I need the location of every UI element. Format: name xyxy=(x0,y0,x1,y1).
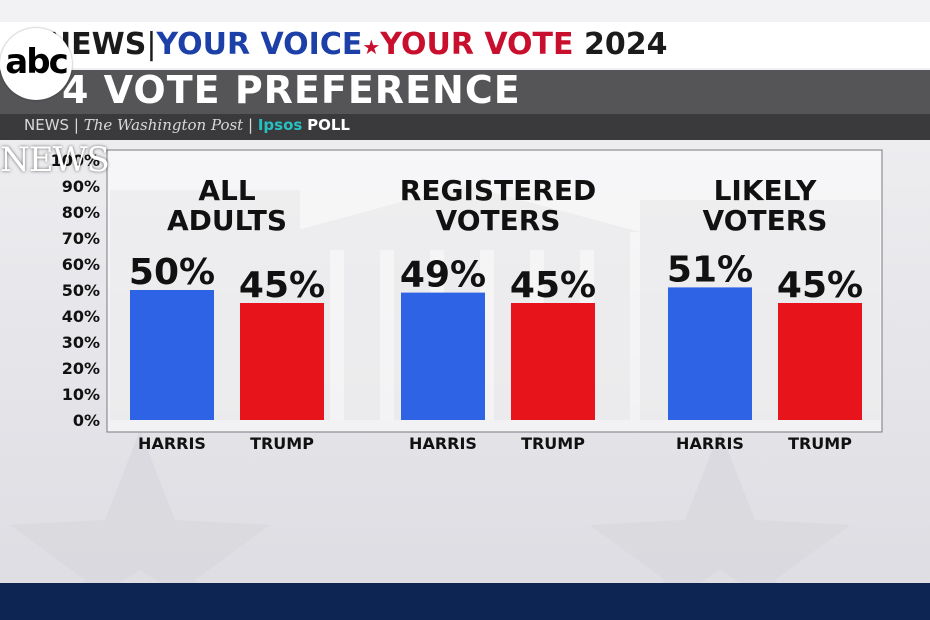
header-bar xyxy=(0,22,930,68)
source-network: NEWS xyxy=(24,116,70,134)
y-axis: 0% 10% 20% 30% 40% 50% 60% 70% 80% 90% 100% xyxy=(51,151,100,430)
title-bar xyxy=(0,70,930,114)
group-title: VOTERS xyxy=(436,204,561,237)
header-separator: | xyxy=(146,27,157,62)
bar-trump xyxy=(240,303,324,420)
star-icon: ★ xyxy=(362,35,381,59)
logo-text: abc xyxy=(5,42,68,82)
y-tick-label: 100% xyxy=(51,151,100,170)
y-tick-label: 50% xyxy=(62,281,100,300)
data-label: 51% xyxy=(667,249,753,290)
source-separator-2: | xyxy=(247,116,254,134)
data-label: 49% xyxy=(400,255,486,296)
data-label: 45% xyxy=(777,265,863,306)
category-label: TRUMP xyxy=(250,434,314,453)
group-title: VOTERS xyxy=(703,204,828,237)
y-tick-label: 80% xyxy=(62,203,100,222)
bar-trump xyxy=(778,303,862,420)
header-your-vote: YOUR VOTE xyxy=(380,27,574,62)
y-tick-label: 40% xyxy=(62,307,100,326)
data-label: 45% xyxy=(510,265,596,306)
category-label: HARRIS xyxy=(676,434,744,453)
category-label: TRUMP xyxy=(788,434,852,453)
group-title: ADULTS xyxy=(167,204,287,237)
plot-area xyxy=(106,149,883,433)
group-title: LIKELY xyxy=(714,174,818,207)
page-title: 4 VOTE PREFERENCE xyxy=(62,68,521,112)
source-ipsos: Ipsos xyxy=(257,116,303,134)
y-tick-label: 10% xyxy=(62,385,100,404)
bar-harris xyxy=(401,292,485,420)
y-tick-label: 60% xyxy=(62,255,100,274)
header-your-voice: YOUR VOICE xyxy=(156,27,363,62)
source-washington-post: The Washington Post xyxy=(83,116,244,134)
bar-harris xyxy=(130,290,214,420)
data-label: 50% xyxy=(129,252,215,293)
bar-groups: ALLADULTS50%HARRIS45%TRUMPREGISTEREDVOTE… xyxy=(129,174,863,453)
category-label: TRUMP xyxy=(521,434,585,453)
source-credits: NEWS | The Washington Post | Ipsos POLL xyxy=(24,116,350,134)
group-title: REGISTERED xyxy=(400,174,596,207)
abc-logo: abc xyxy=(0,28,72,100)
header-year: 2024 xyxy=(583,27,668,62)
y-tick-label: 70% xyxy=(62,229,100,248)
y-tick-label: 0% xyxy=(73,411,100,430)
news-watermark: NEWS xyxy=(0,140,110,180)
header-title: NEWS|YOUR VOICE★YOUR VOTE 2024 xyxy=(46,27,667,62)
y-tick-label: 90% xyxy=(62,177,100,196)
group-title: ALL xyxy=(198,174,256,207)
footer-bar xyxy=(0,583,930,620)
y-tick-label: 20% xyxy=(62,359,100,378)
category-label: HARRIS xyxy=(138,434,206,453)
data-label: 45% xyxy=(239,265,325,306)
bar-trump xyxy=(511,303,595,420)
source-bar xyxy=(0,114,930,140)
category-label: HARRIS xyxy=(409,434,477,453)
source-separator: | xyxy=(73,116,79,134)
y-tick-label: 30% xyxy=(62,333,100,352)
bar-harris xyxy=(668,287,752,420)
source-poll: POLL xyxy=(307,116,350,134)
